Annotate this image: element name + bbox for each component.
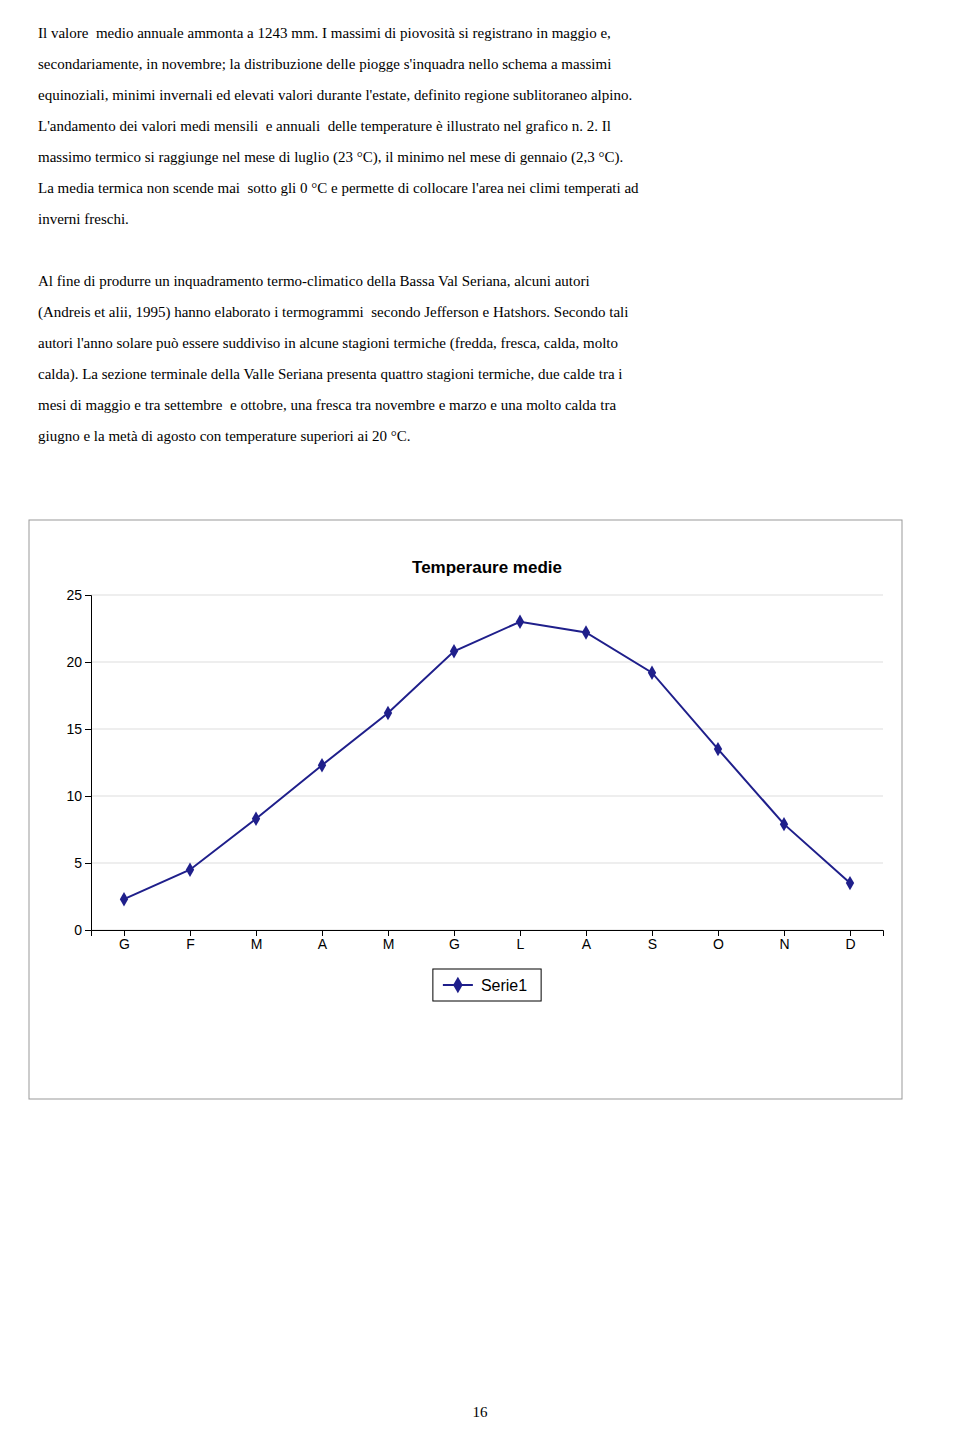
point (384, 706, 392, 720)
tick-label: 0 (74, 922, 82, 938)
tick-label: S (648, 936, 657, 952)
point (252, 812, 260, 826)
y-tick: 25 (66, 587, 91, 603)
tick-label: 10 (66, 788, 82, 804)
tick-label: D (845, 936, 855, 952)
text-line: inverni freschi. (38, 211, 129, 227)
x-tick: A (582, 930, 592, 952)
chart-title: Temperaure medie (412, 558, 562, 577)
text-line: autori l'anno solare può essere suddivis… (38, 335, 618, 352)
grid (91, 595, 883, 930)
x-tick: M (383, 930, 395, 952)
page: Il valore medio annuale ammonta a 1243 m… (0, 0, 960, 1446)
text-line: giugno e la metà di agosto con temperatu… (38, 428, 411, 444)
point (846, 876, 854, 890)
tick-label: 5 (74, 855, 82, 871)
text-line: L'andamento dei valori medi mensili e an… (38, 118, 611, 134)
tick-label: 25 (66, 587, 82, 603)
text-line: mesi di maggio e tra settembre e ottobre… (38, 397, 616, 413)
tick-label: 20 (66, 654, 82, 670)
legend-item: Serie1 (443, 977, 527, 994)
x-tick: G (449, 930, 460, 952)
text-line: calda). La sezione terminale della Valle… (38, 366, 622, 383)
tick-label: G (449, 936, 460, 952)
grid-line (91, 595, 883, 596)
legend-label: Serie1 (481, 977, 527, 994)
text-line: equinoziali, minimi invernali ed elevati… (38, 87, 632, 103)
tick-label: L (517, 936, 525, 952)
point (648, 666, 656, 680)
point (450, 644, 458, 658)
text-line: secondariamente, in novembre; la distrib… (38, 56, 611, 72)
point (780, 817, 788, 831)
tick-mark (85, 662, 91, 663)
y-tick: 5 (74, 855, 91, 871)
tick-mark (85, 595, 91, 596)
point (120, 892, 128, 906)
tick-mark (85, 863, 91, 864)
y-axis: 0 5 10 15 20 25 (66, 587, 91, 938)
point (186, 862, 194, 876)
x-axis: GFMAMGLASOND (92, 930, 884, 952)
text-line: massimo termico si raggiunge nel mese di… (38, 149, 623, 166)
grid-line (91, 729, 883, 730)
text-line: La media termica non scende mai sotto gl… (38, 180, 639, 196)
marks (120, 615, 854, 907)
page-number: 16 (473, 1404, 489, 1420)
tick-label: N (779, 936, 789, 952)
x-tick: L (517, 930, 525, 952)
tick-label: O (713, 936, 724, 952)
point (318, 758, 326, 772)
tick-label: A (318, 936, 328, 952)
x-tick: N (779, 930, 789, 952)
x-tick: S (648, 930, 657, 952)
chart-border (29, 520, 902, 1099)
legend-frame (433, 969, 541, 1001)
x-tick: O (713, 930, 724, 952)
series-line (124, 622, 850, 899)
point (582, 625, 590, 639)
grid-line (91, 863, 883, 864)
text-block: Il valore medio annuale ammonta a 1243 m… (38, 25, 639, 444)
tick-label: 15 (66, 721, 82, 737)
tick-label: G (119, 936, 130, 952)
x-tick: M (251, 930, 263, 952)
tick-label: M (383, 936, 395, 952)
tick-mark (85, 930, 91, 931)
axis-domain (85, 596, 92, 931)
y-tick: 15 (66, 721, 91, 737)
axis-domain (92, 931, 884, 937)
y-tick: 10 (66, 788, 91, 804)
point (714, 742, 722, 756)
legend-swatch (453, 977, 463, 994)
tick-mark (85, 796, 91, 797)
x-tick: F (186, 930, 195, 952)
x-tick: A (318, 930, 328, 952)
grid-line (91, 796, 883, 797)
tick-label: A (582, 936, 592, 952)
y-tick: 20 (66, 654, 91, 670)
tick-label: M (251, 936, 263, 952)
tick-mark (85, 729, 91, 730)
x-tick: D (845, 930, 855, 952)
text-line: Il valore medio annuale ammonta a 1243 m… (38, 25, 611, 41)
text-line: Al fine di produrre un inquadramento ter… (38, 273, 590, 289)
y-tick: 0 (74, 922, 91, 938)
legend: Serie1 (433, 969, 541, 1001)
x-tick: G (119, 930, 130, 952)
point (516, 615, 524, 629)
tick-label: F (186, 936, 195, 952)
grid-line (91, 662, 883, 663)
text-line: (Andreis et alii, 1995) hanno elaborato … (38, 304, 628, 321)
